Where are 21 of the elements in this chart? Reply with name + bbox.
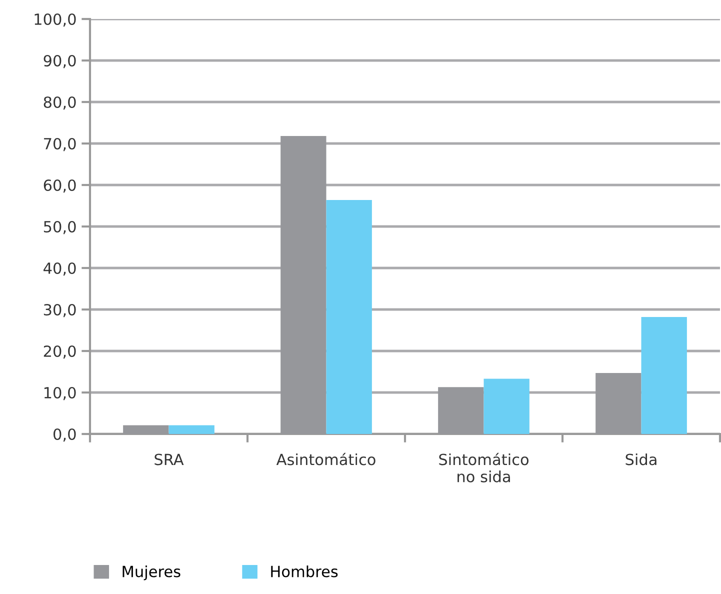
- x-tick-label: Asintomático: [276, 452, 376, 466]
- bar: [484, 378, 530, 434]
- y-tick-label: 90,0: [44, 54, 76, 68]
- bar: [641, 316, 687, 434]
- bar: [326, 200, 372, 434]
- y-tick-label: 30,0: [44, 304, 76, 318]
- bar: [168, 425, 214, 434]
- y-tick-label: 0,0: [54, 428, 76, 442]
- y-tick-label: 20,0: [44, 345, 76, 359]
- x-tick-label: Sida: [626, 453, 656, 466]
- x-tick-label: SRA: [154, 454, 184, 466]
- legend-label: Mujeres: [122, 565, 180, 580]
- y-tick-label: 100,0: [34, 13, 76, 27]
- x-tick-label: Sintomático no sida: [439, 452, 529, 482]
- y-tick-label: 40,0: [44, 262, 76, 276]
- y-tick-label: 10,0: [44, 386, 76, 400]
- legend-label: Hombres: [271, 565, 338, 578]
- y-tick-label: 70,0: [44, 138, 76, 152]
- y-tick-label: 80,0: [44, 96, 76, 110]
- y-tick-label: 60,0: [44, 179, 76, 193]
- y-tick-label: 50,0: [44, 220, 76, 234]
